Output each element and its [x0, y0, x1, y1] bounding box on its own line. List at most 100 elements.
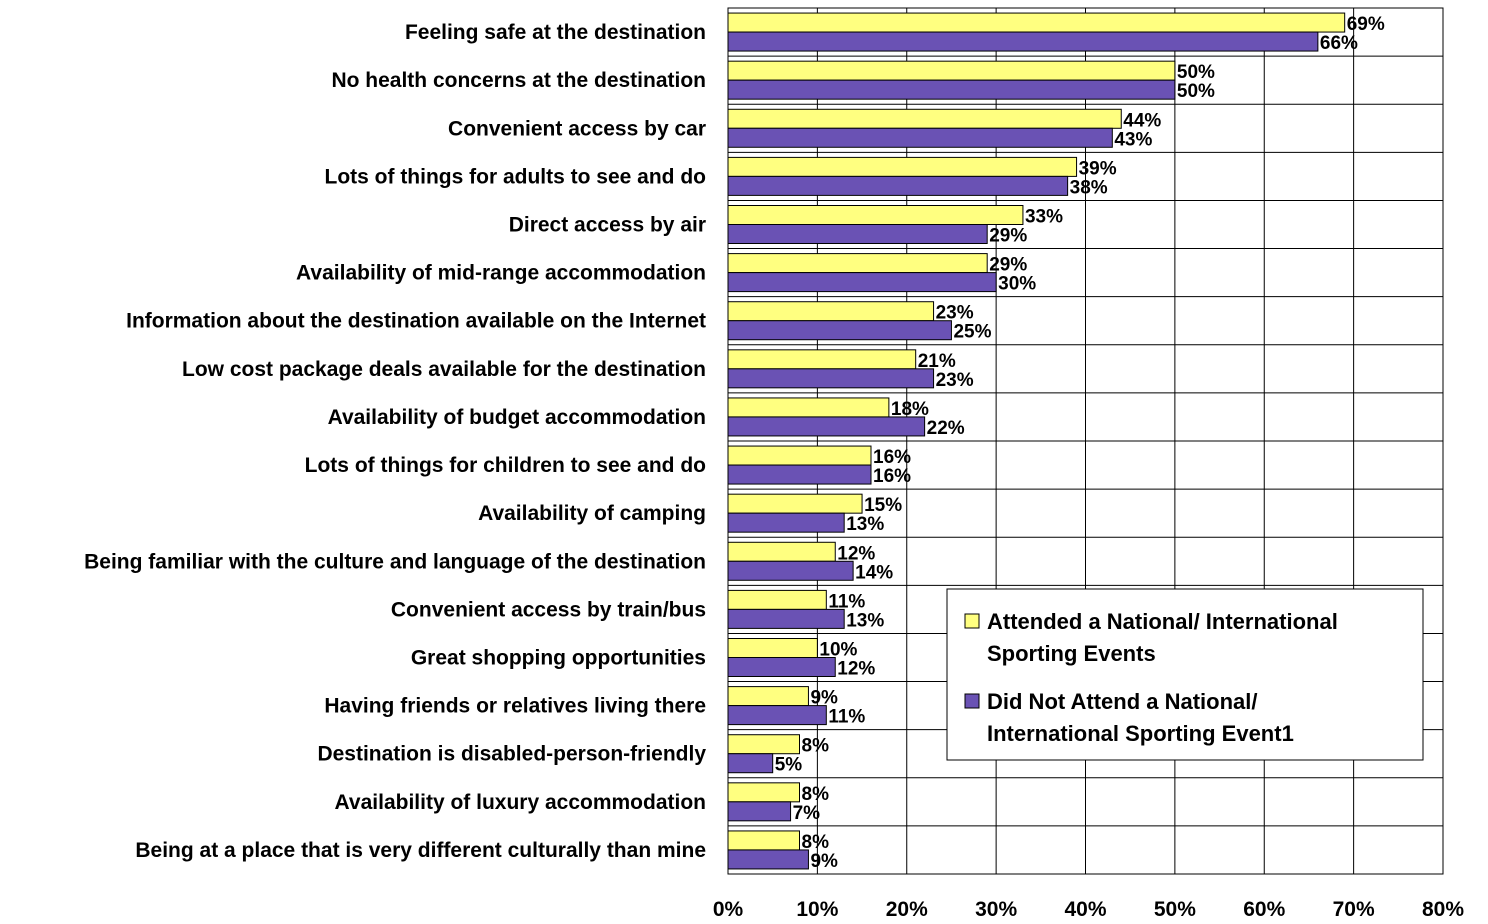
value-label-not-attended: 14%: [855, 562, 893, 583]
bar-not-attended: [727, 31, 1319, 52]
legend-box: [946, 588, 1424, 761]
bar-not-attended: [727, 560, 854, 581]
category-label: Direct access by air: [509, 214, 706, 237]
value-label-not-attended: 22%: [927, 418, 965, 439]
value-label-not-attended: 12%: [837, 659, 875, 680]
bar-attended: [727, 638, 818, 658]
x-axis-ticks: 0% 10% 20% 30% 40% 50% 60% 70% 80%: [713, 898, 1465, 921]
bar-attended: [727, 782, 800, 803]
value-label-not-attended: 5%: [775, 755, 803, 776]
category-label: Low cost package deals available for the…: [182, 358, 706, 381]
value-label-not-attended: 16%: [873, 466, 911, 487]
bar-not-attended: [727, 320, 952, 341]
value-label-not-attended: 23%: [936, 370, 974, 391]
value-label-attended: 69%: [1347, 14, 1385, 35]
legend-label: Attended a National/ International: [987, 609, 1338, 634]
bar-attended: [727, 445, 872, 466]
value-label-not-attended: 38%: [1070, 177, 1108, 198]
bar-not-attended: [727, 175, 1069, 196]
category-label: Destination is disabled-person-friendly: [317, 743, 706, 766]
category-label: Being familiar with the culture and lang…: [84, 550, 706, 573]
bar-attended: [727, 253, 988, 274]
bar-not-attended: [727, 801, 792, 822]
bar-not-attended: [727, 224, 988, 244]
legend-label: Sporting Events: [987, 641, 1156, 666]
category-label: Availability of camping: [478, 502, 706, 525]
value-label-attended: 8%: [802, 784, 830, 805]
legend-swatch: [964, 693, 980, 709]
bar-attended: [727, 349, 917, 370]
bar-attended: [727, 205, 1024, 225]
x-tick-label: 10%: [796, 898, 838, 921]
category-label: Availability of luxury accommodation: [335, 791, 706, 814]
bar-not-attended: [727, 416, 926, 437]
value-label-attended: 39%: [1079, 158, 1117, 179]
bar-not-attended: [727, 79, 1176, 100]
bar-attended: [727, 156, 1078, 177]
value-label-not-attended: 30%: [998, 274, 1036, 295]
value-label-attended: 50%: [1177, 62, 1215, 83]
category-label: Great shopping opportunities: [411, 647, 706, 670]
bar-not-attended: [727, 368, 935, 389]
value-label-attended: 29%: [989, 255, 1027, 276]
value-label-attended: 18%: [891, 399, 929, 420]
bar-not-attended: [727, 512, 845, 533]
legend-label: International Sporting Event1: [987, 721, 1294, 746]
category-label: Convenient access by car: [448, 117, 706, 140]
x-tick-label: 20%: [886, 898, 928, 921]
x-tick-label: 30%: [975, 898, 1017, 921]
value-label-attended: 16%: [873, 447, 911, 468]
value-label-attended: 21%: [918, 351, 956, 372]
x-tick-label: 80%: [1422, 898, 1464, 921]
bar-attended: [727, 734, 800, 755]
category-label: Availability of budget accommodation: [328, 406, 706, 429]
category-labels: Feeling safe at the destination No health…: [84, 21, 706, 862]
bar-attended: [727, 60, 1176, 81]
legend: Attended a National/ International Sporti…: [946, 588, 1424, 761]
value-label-attended: 33%: [1025, 207, 1063, 228]
bar-attended: [727, 493, 863, 514]
bar-attended: [727, 108, 1122, 129]
bar-attended: [727, 397, 890, 418]
value-label-attended: 8%: [802, 736, 830, 757]
bar-not-attended: [727, 272, 997, 293]
category-label: Lots of things for children to see and d…: [305, 454, 706, 477]
value-label-not-attended: 11%: [828, 707, 865, 728]
bar-attended: [727, 541, 836, 562]
value-label-not-attended: 13%: [846, 610, 884, 631]
category-label: Lots of things for adults to see and do: [325, 165, 707, 188]
value-labels: 69%66%50%50%44%43%39%38%33%29%29%30%23%2…: [775, 14, 1385, 872]
value-label-attended: 10%: [819, 640, 857, 661]
value-label-not-attended: 43%: [1114, 129, 1152, 150]
category-label: Information about the destination availa…: [126, 310, 706, 333]
bar-not-attended: [727, 849, 809, 870]
value-label-not-attended: 7%: [793, 803, 821, 824]
bar-attended: [727, 12, 1346, 33]
x-tick-label: 0%: [713, 898, 744, 921]
x-tick-label: 70%: [1333, 898, 1375, 921]
bar-not-attended: [727, 608, 845, 629]
value-label-attended: 23%: [936, 303, 974, 324]
legend-swatch: [964, 613, 980, 629]
category-label: Convenient access by train/bus: [391, 598, 706, 621]
bar-not-attended: [727, 127, 1113, 148]
value-label-attended: 9%: [810, 688, 838, 709]
category-label: Being at a place that is very different …: [135, 839, 706, 862]
value-label-attended: 12%: [837, 543, 875, 564]
category-label: No health concerns at the destination: [331, 69, 706, 92]
bar-attended: [727, 301, 935, 322]
value-label-attended: 8%: [802, 832, 830, 853]
value-label-not-attended: 29%: [989, 226, 1027, 247]
value-label-not-attended: 66%: [1320, 33, 1358, 54]
bar-attended: [727, 589, 827, 610]
value-label-attended: 15%: [864, 495, 902, 516]
category-label: Having friends or relatives living there: [324, 695, 706, 718]
value-label-not-attended: 25%: [953, 322, 991, 343]
bar-attended: [727, 830, 800, 851]
category-label: Availability of mid-range accommodation: [296, 262, 706, 285]
value-label-not-attended: 13%: [846, 514, 884, 535]
value-label-attended: 44%: [1123, 110, 1161, 131]
bar-not-attended: [727, 753, 774, 774]
